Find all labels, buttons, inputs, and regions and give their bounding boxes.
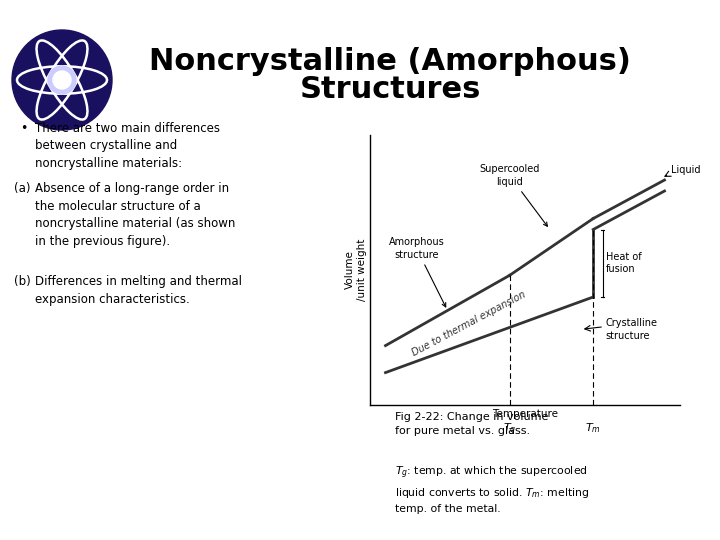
Text: Amorphous
structure: Amorphous structure bbox=[389, 237, 446, 307]
Text: Absence of a long-range order in
the molecular structure of a
noncrystalline mat: Absence of a long-range order in the mol… bbox=[35, 182, 235, 247]
Text: Supercooled
liquid: Supercooled liquid bbox=[480, 164, 547, 226]
Text: Crystalline
structure: Crystalline structure bbox=[606, 318, 657, 341]
X-axis label: Temperature: Temperature bbox=[492, 409, 558, 419]
Text: $T_g$: temp. at which the supercooled
liquid converts to solid. $T_m$: melting
t: $T_g$: temp. at which the supercooled li… bbox=[395, 465, 589, 515]
Text: Liquid: Liquid bbox=[671, 165, 701, 175]
Text: (a): (a) bbox=[14, 182, 30, 195]
Text: •: • bbox=[20, 122, 27, 135]
Y-axis label: Volume
/unit weight: Volume /unit weight bbox=[345, 239, 367, 301]
Circle shape bbox=[12, 30, 112, 130]
Circle shape bbox=[48, 66, 76, 94]
Text: There are two main differences
between crystalline and
noncrystalline materials:: There are two main differences between c… bbox=[35, 122, 220, 170]
Text: Due to thermal expansion: Due to thermal expansion bbox=[410, 290, 528, 358]
Text: Noncrystalline (Amorphous): Noncrystalline (Amorphous) bbox=[149, 48, 631, 77]
Text: $T_g$: $T_g$ bbox=[503, 421, 516, 437]
Circle shape bbox=[53, 71, 71, 89]
Text: Heat of
fusion: Heat of fusion bbox=[606, 252, 642, 274]
Text: Fig 2-22: Change in volume
for pure metal vs. glass.: Fig 2-22: Change in volume for pure meta… bbox=[395, 412, 549, 436]
Text: Structures: Structures bbox=[300, 76, 481, 105]
Text: Differences in melting and thermal
expansion characteristics.: Differences in melting and thermal expan… bbox=[35, 275, 242, 306]
Text: $T_m$: $T_m$ bbox=[585, 421, 601, 435]
Text: (b): (b) bbox=[14, 275, 31, 288]
